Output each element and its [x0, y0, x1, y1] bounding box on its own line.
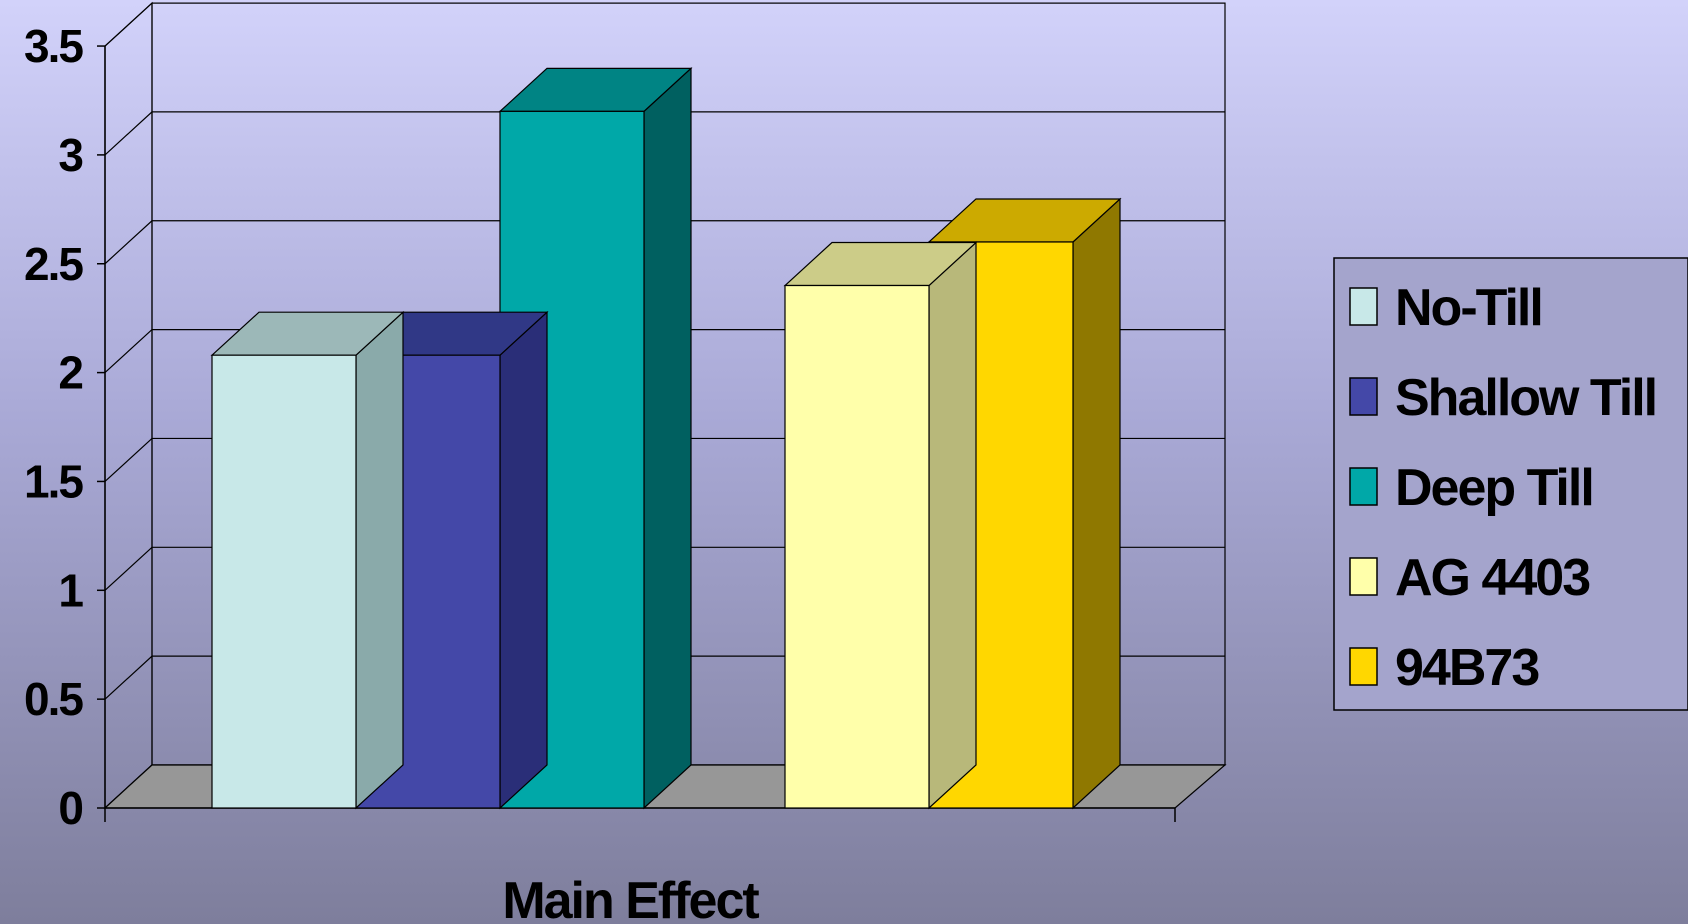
legend-swatch	[1349, 287, 1378, 326]
y-tick-label: 1	[58, 564, 83, 616]
legend-swatch	[1349, 377, 1378, 416]
legend-item: 94B73	[1349, 639, 1541, 697]
legend-swatch	[1349, 557, 1378, 596]
y-tick-label: 3.5	[24, 20, 83, 72]
bar-side-face	[928, 241, 977, 810]
legend-swatch	[1349, 647, 1378, 686]
legend-label: No-Till	[1395, 279, 1542, 337]
bar-no-till	[210, 310, 405, 810]
legend-label: Shallow Till	[1395, 369, 1656, 427]
legend-item: Shallow Till	[1349, 369, 1658, 427]
bar-side-face	[1072, 197, 1121, 810]
y-tick-label: 0.5	[24, 673, 83, 725]
y-tick-label: 2.5	[24, 238, 83, 290]
gridline	[104, 220, 1225, 265]
legend-label: AG 4403	[1395, 549, 1590, 607]
bar-side-face	[355, 310, 404, 810]
legend-item: Deep Till	[1349, 459, 1595, 517]
gridline	[104, 111, 1225, 156]
legend: No-Till Shallow Till Deep Till AG 4403 94B73	[1333, 257, 1688, 711]
y-tick-label: 2	[58, 347, 82, 399]
y-tick-label: 0	[58, 782, 82, 834]
gridline	[104, 2, 1225, 47]
bar-front-face	[211, 354, 357, 809]
legend-swatch	[1349, 467, 1378, 506]
bar-side-face	[499, 310, 548, 810]
bar-side-face	[643, 66, 692, 810]
legend-item: AG 4403	[1349, 549, 1592, 607]
legend-box	[1333, 257, 1688, 711]
legend-label: Deep Till	[1395, 459, 1593, 517]
bar-front-face	[784, 284, 930, 809]
y-tick-labels: 0 0.5 1 1.5 2 2.5 3 3.5	[24, 20, 105, 834]
bars	[210, 66, 1122, 810]
legend-items: No-Till Shallow Till Deep Till AG 4403 94B73	[1349, 279, 1658, 697]
x-category-label: Main Effect	[502, 872, 759, 924]
legend-label: 94B73	[1395, 639, 1539, 697]
y-tick-label: 3	[58, 129, 82, 181]
y-tick-label: 1.5	[24, 455, 83, 507]
side-wall	[104, 1, 153, 810]
legend-item: No-Till	[1349, 279, 1544, 337]
bar-ag-4403	[783, 241, 978, 810]
